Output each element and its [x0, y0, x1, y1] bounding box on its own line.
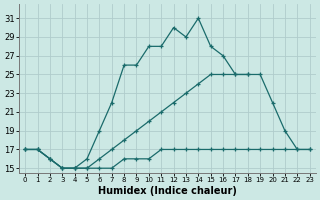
X-axis label: Humidex (Indice chaleur): Humidex (Indice chaleur) — [98, 186, 237, 196]
